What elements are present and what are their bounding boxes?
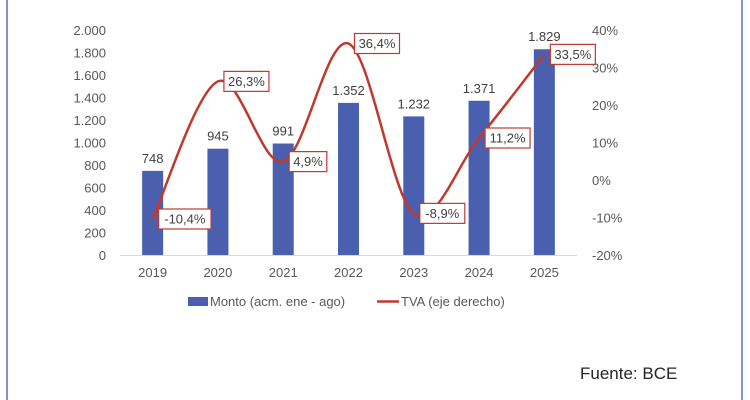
bar-2022 [338, 102, 359, 256]
bar-value-label: 1.371 [463, 81, 496, 96]
x-axis-ticks: 2019 2020 2021 2022 2023 2024 2025 [138, 265, 559, 280]
x-tick-label: 2019 [138, 265, 167, 280]
right-tick-label: 10% [592, 136, 618, 151]
frame-left-border [6, 0, 8, 400]
left-tick-label: 200 [84, 226, 106, 241]
left-tick-label: 1.000 [73, 136, 106, 151]
bar-2025 [533, 49, 555, 255]
left-tick-label: 1.200 [73, 113, 106, 128]
tva-value-label: 11,2% [484, 127, 531, 149]
bar-2019 [142, 170, 164, 255]
tva-line [151, 42, 546, 220]
tva-label-box [288, 151, 328, 173]
bar-value-label: 1.232 [398, 96, 431, 111]
tva-label-box [158, 208, 212, 230]
legend-label-tva: TVA (eje derecho) [401, 294, 505, 309]
legend: Monto (acm. ene - ago) TVA (eje derecho) [188, 294, 505, 309]
left-tick-label: 2.000 [73, 23, 106, 38]
x-tick-label: 2023 [399, 265, 428, 280]
left-tick-label: 1.400 [73, 91, 106, 106]
x-tick-label: 2022 [334, 265, 363, 280]
tva-label-box [353, 32, 401, 55]
x-tick-label: 2021 [269, 265, 298, 280]
tva-label-box [419, 202, 466, 224]
right-tick-label: 0% [592, 173, 611, 188]
frame-right-border [741, 0, 743, 400]
x-tick-label: 2025 [530, 265, 559, 280]
tva-label-box [549, 43, 596, 65]
right-tick-label: -10% [592, 211, 623, 226]
bar-value-label: 945 [207, 129, 229, 144]
tva-label-text: -10,4% [164, 212, 206, 227]
tva-label-box [484, 127, 531, 149]
tva-value-label: 33,5% [549, 43, 596, 65]
line-data-labels: -10,4% 26,3% 4,9% 36,4% -8,9% 11,2% 33,5% [158, 32, 596, 230]
left-tick-label: 800 [84, 158, 106, 173]
right-tick-label: 30% [592, 61, 618, 76]
right-tick-label: 40% [592, 23, 618, 38]
bar-value-label: 991 [272, 124, 294, 139]
tva-value-label: -10,4% [158, 208, 212, 230]
tva-label-text: 4,9% [293, 154, 323, 169]
legend-swatch-monto [188, 297, 208, 306]
legend-label-monto: Monto (acm. ene - ago) [210, 294, 345, 309]
tva-label-text: -8,9% [425, 206, 459, 221]
x-tick-label: 2024 [465, 265, 494, 280]
bar-value-label: 1.829 [528, 29, 561, 44]
left-tick-label: 600 [84, 181, 106, 196]
tva-label-text: 33,5% [554, 47, 591, 62]
tva-value-label: 4,9% [288, 151, 328, 173]
bar-series [142, 49, 555, 256]
left-tick-label: 400 [84, 203, 106, 218]
right-tick-label: 20% [592, 98, 618, 113]
bar-value-label: 748 [142, 151, 164, 166]
tva-label-text: 26,3% [228, 74, 265, 89]
tva-label-text: 36,4% [359, 36, 396, 51]
bar-2023 [403, 116, 425, 256]
x-tick-label: 2020 [203, 265, 232, 280]
left-tick-label: 1.600 [73, 68, 106, 83]
right-axis-ticks: -20% -10% 0% 10% 20% 30% 40% [592, 23, 623, 263]
bar-2021 [272, 143, 294, 255]
tva-value-label: -8,9% [419, 202, 466, 224]
tva-label-box [223, 70, 270, 92]
bar-value-label: 1.352 [332, 83, 365, 98]
left-tick-label: 1.800 [73, 46, 106, 61]
tva-label-text: 11,2% [490, 131, 526, 146]
bar-2024 [468, 100, 490, 255]
source-note: Fuente: BCE [580, 364, 678, 383]
bar-2020 [207, 148, 229, 255]
left-tick-label: 0 [99, 248, 106, 263]
tva-value-label: 26,3% [223, 70, 270, 92]
tva-value-label: 36,4% [353, 32, 401, 55]
left-axis-ticks: 0 200 400 600 800 1.000 1.200 1.400 1.600 1.800 2.… [73, 23, 106, 263]
bar-data-labels: 748 945 991 1.352 1.232 1.371 1.829 [142, 29, 561, 166]
right-tick-label: -20% [592, 248, 623, 263]
